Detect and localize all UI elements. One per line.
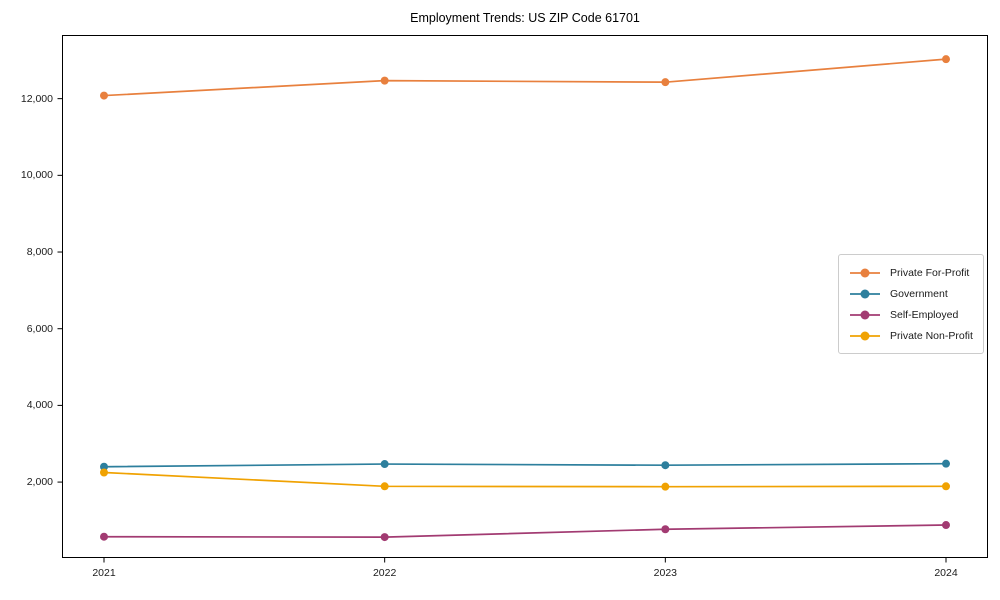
- data-point: [100, 532, 108, 541]
- legend-label: Self-Employed: [890, 308, 959, 321]
- series-line-private-for-profit: [103, 58, 947, 97]
- data-point: [100, 462, 108, 471]
- x-tick-label: 2022: [372, 567, 397, 579]
- data-point: [661, 482, 670, 491]
- y-tick-label: 6,000: [26, 322, 53, 335]
- data-point: [100, 91, 108, 100]
- legend-label: Government: [890, 287, 948, 300]
- plot-border: [62, 35, 988, 558]
- data-point: [380, 482, 389, 491]
- chart-title: Employment Trends: US ZIP Code 61701: [410, 11, 640, 25]
- data-point: [661, 78, 670, 87]
- series-line-self-employed: [103, 524, 947, 538]
- legend-label: Private Non-Profit: [890, 329, 973, 342]
- legend-line-marker-icon: [850, 268, 880, 277]
- y-tick-label: 2,000: [26, 476, 53, 489]
- data-point: [942, 55, 950, 64]
- x-tick-label: 2024: [934, 567, 958, 579]
- legend-label: Private For-Profit: [890, 266, 970, 279]
- data-point: [942, 459, 950, 468]
- data-point: [380, 76, 389, 85]
- legend-item-private-non-profit: Private Non-Profit: [849, 325, 973, 346]
- data-point: [942, 482, 950, 491]
- legend-item-private-for-profit: Private For-Profit: [849, 262, 973, 283]
- legend: Private For-Profit Government Self-Emplo…: [838, 254, 984, 354]
- data-point: [661, 525, 670, 534]
- y-tick-label: 4,000: [26, 399, 53, 412]
- series-line-government: [103, 462, 947, 468]
- series-line-private-non-profit: [103, 471, 947, 488]
- data-point: [380, 460, 389, 469]
- legend-item-government: Government: [849, 283, 973, 304]
- x-tick-label: 2021: [92, 567, 116, 579]
- y-tick-label: 10,000: [20, 169, 53, 182]
- legend-line-marker-icon: [850, 331, 880, 340]
- y-tick-label: 12,000: [20, 92, 53, 105]
- legend-line-marker-icon: [850, 289, 880, 298]
- data-point: [942, 521, 950, 530]
- data-point: [380, 533, 389, 542]
- data-point: [100, 468, 108, 477]
- legend-line-marker-icon: [850, 310, 880, 319]
- x-tick-label: 2023: [653, 567, 677, 579]
- y-tick-label: 8,000: [26, 246, 53, 259]
- legend-item-self-employed: Self-Employed: [849, 304, 973, 325]
- data-point: [661, 461, 670, 470]
